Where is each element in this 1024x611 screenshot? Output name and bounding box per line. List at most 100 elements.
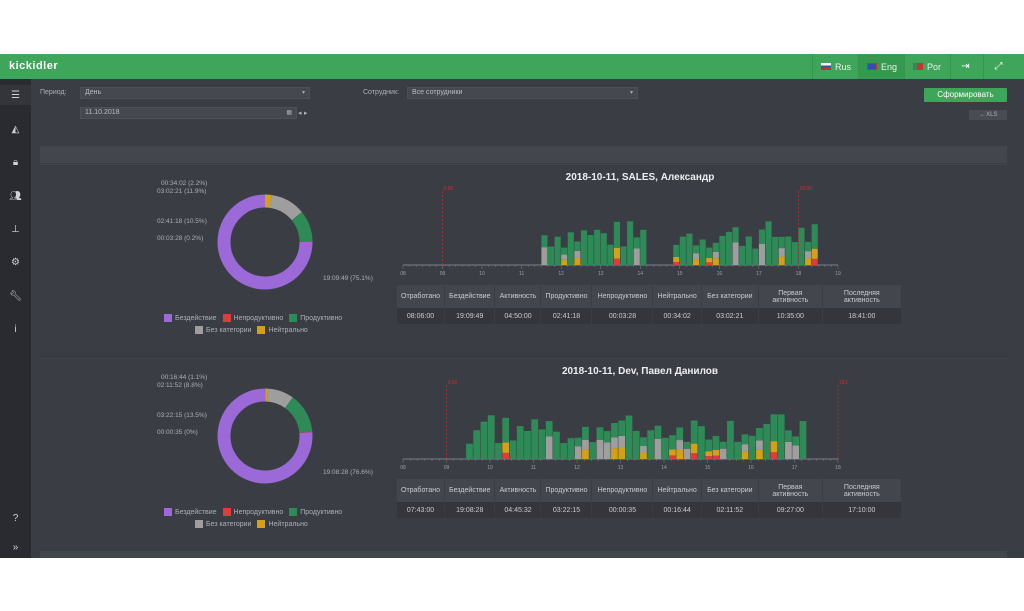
activity-bar[interactable] (567, 438, 575, 459)
activity-bar[interactable] (698, 426, 705, 459)
activity-bar[interactable] (690, 443, 698, 454)
legend-item[interactable]: Продуктивно (289, 508, 342, 516)
date-input[interactable]: 11.10.2018 ▦ (80, 107, 297, 119)
activity-bar[interactable] (613, 258, 620, 265)
activity-bar[interactable] (705, 456, 713, 459)
activity-bar[interactable] (545, 421, 553, 437)
lock-icon[interactable]: 🔒︎ (12, 156, 19, 168)
activity-bar[interactable] (625, 415, 633, 459)
activity-bar[interactable] (669, 455, 676, 459)
activity-bar[interactable] (732, 227, 739, 243)
legend-item[interactable]: Нейтрально (257, 520, 308, 528)
lang-por-button[interactable]: Por (904, 54, 949, 79)
activity-bar[interactable] (596, 439, 604, 459)
activity-bar[interactable] (603, 431, 611, 443)
activity-bar[interactable] (560, 443, 568, 459)
activity-bar[interactable] (777, 414, 785, 459)
chart-icon[interactable]: ◭ (11, 123, 20, 135)
legend-item[interactable]: Бездействие (164, 314, 217, 322)
activity-bar[interactable] (553, 431, 560, 459)
activity-bar[interactable] (611, 423, 618, 438)
info-icon[interactable]: i (14, 323, 17, 335)
date-next-icon[interactable]: ▸ (304, 110, 308, 117)
activity-bar[interactable] (661, 437, 669, 459)
activity-bar[interactable] (589, 442, 597, 459)
activity-bar[interactable] (785, 441, 792, 459)
activity-bar[interactable] (611, 448, 618, 459)
activity-bar[interactable] (785, 236, 792, 265)
donut-segment[interactable] (217, 388, 313, 484)
activity-bar[interactable] (683, 441, 691, 449)
activity-bar[interactable] (495, 443, 502, 459)
activity-bar[interactable] (712, 258, 719, 265)
activity-bar[interactable] (725, 231, 733, 265)
activity-bar[interactable] (756, 427, 763, 441)
activity-bar[interactable] (683, 448, 691, 459)
activity-bar[interactable] (763, 423, 771, 459)
activity-bar[interactable] (770, 452, 778, 459)
activity-bar[interactable] (693, 245, 700, 254)
date-prev-icon[interactable]: ◂ (298, 110, 302, 117)
activity-bar[interactable] (741, 444, 749, 452)
activity-bar[interactable] (618, 435, 626, 448)
activity-bar[interactable] (719, 235, 726, 265)
activity-bar[interactable] (582, 426, 589, 440)
activity-bar[interactable] (480, 421, 488, 459)
activity-bar[interactable] (811, 224, 818, 249)
activity-bar[interactable] (618, 420, 626, 436)
activity-bar[interactable] (772, 236, 779, 265)
legend-item[interactable]: Непродуктивно (222, 314, 283, 322)
activity-bar[interactable] (538, 429, 546, 459)
activity-bar[interactable] (640, 437, 647, 447)
activity-bar[interactable] (712, 455, 720, 459)
activity-bar[interactable] (582, 439, 589, 450)
legend-item[interactable]: Нейтрально (257, 326, 308, 334)
activity-bar[interactable] (574, 241, 581, 251)
legend-item[interactable]: Непродуктивно (222, 508, 283, 516)
activity-bar[interactable] (705, 451, 713, 457)
activity-bar[interactable] (613, 221, 620, 248)
legend-item[interactable]: Продуктивно (289, 314, 342, 322)
activity-bar[interactable] (690, 453, 698, 459)
activity-bar[interactable] (574, 257, 581, 265)
employee-select[interactable]: Все сотрудники ▾ (407, 87, 638, 99)
activity-bar[interactable] (699, 239, 706, 265)
activity-bar[interactable] (748, 435, 756, 459)
activity-bar[interactable] (502, 442, 510, 453)
activity-bar[interactable] (758, 229, 765, 244)
activity-bar[interactable] (732, 242, 739, 265)
activity-bar[interactable] (574, 446, 582, 459)
activity-bar[interactable] (693, 253, 700, 260)
activity-bar[interactable] (613, 247, 620, 259)
activity-bar[interactable] (712, 436, 720, 450)
activity-bar[interactable] (734, 441, 742, 459)
activity-bar[interactable] (587, 235, 594, 265)
generate-button[interactable]: Сформировать (924, 88, 1007, 102)
activity-bar[interactable] (770, 441, 778, 453)
activity-bar[interactable] (693, 259, 700, 265)
activity-bar[interactable] (561, 254, 568, 260)
period-select[interactable]: День ▾ (80, 87, 310, 99)
activity-bar[interactable] (574, 437, 582, 447)
activity-bar[interactable] (765, 221, 772, 265)
activity-bar[interactable] (741, 434, 749, 445)
activity-bar[interactable] (632, 430, 640, 459)
activity-bar[interactable] (561, 259, 568, 265)
export-xls-button[interactable]: → XLS (969, 110, 1007, 120)
activity-bar[interactable] (673, 244, 680, 257)
activity-bar[interactable] (686, 233, 693, 265)
hierarchy-icon[interactable]: ⊥ (11, 223, 20, 235)
activity-bar[interactable] (676, 440, 684, 450)
activity-bar[interactable] (673, 261, 680, 265)
legend-item[interactable]: Бездействие (164, 508, 217, 516)
donut-segment[interactable] (217, 194, 313, 290)
wrench-icon[interactable]: 🔧︎ (9, 290, 22, 302)
activity-bar[interactable] (756, 449, 763, 459)
activity-bar[interactable] (706, 262, 713, 265)
activity-bar[interactable] (778, 248, 785, 257)
activity-bar[interactable] (509, 440, 517, 459)
users-icon[interactable]: 👥︎ (9, 190, 22, 202)
activity-bar[interactable] (741, 451, 749, 459)
activity-bar[interactable] (745, 236, 752, 265)
activity-bar[interactable] (805, 258, 812, 265)
